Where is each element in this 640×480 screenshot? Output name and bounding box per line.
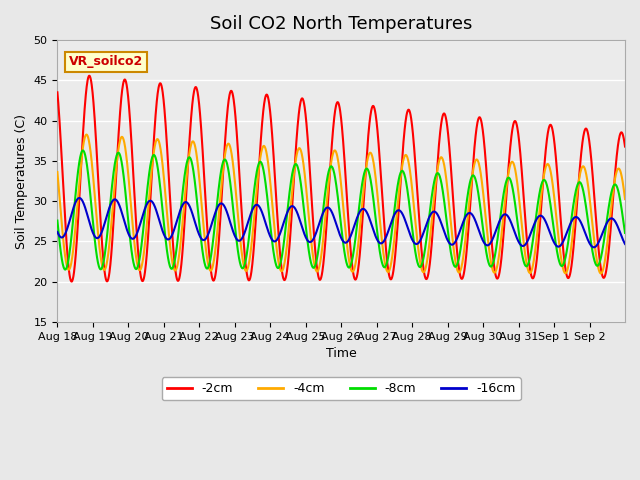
Text: VR_soilco2: VR_soilco2: [68, 56, 143, 69]
Legend: -2cm, -4cm, -8cm, -16cm: -2cm, -4cm, -8cm, -16cm: [162, 377, 521, 400]
X-axis label: Time: Time: [326, 347, 356, 360]
Y-axis label: Soil Temperatures (C): Soil Temperatures (C): [15, 114, 28, 249]
Title: Soil CO2 North Temperatures: Soil CO2 North Temperatures: [210, 15, 472, 33]
